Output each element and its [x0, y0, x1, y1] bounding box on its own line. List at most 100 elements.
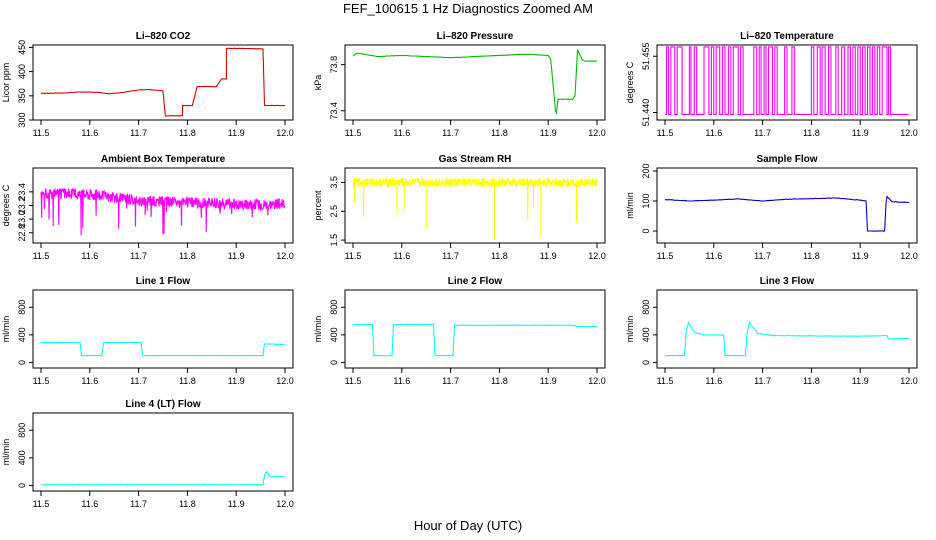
y-tick-label: 400 [329, 327, 339, 342]
y-tick-label: 0 [329, 360, 339, 365]
y-axis-label: degrees C [625, 61, 635, 103]
x-tick-label: 11.5 [657, 128, 674, 138]
y-tick-label: 73.4 [329, 102, 339, 120]
page-title: FEF_100615 1 Hz Diagnostics Zoomed AM [342, 1, 593, 16]
chart-title: Line 4 (LT) Flow [125, 399, 201, 410]
x-axis-label: Hour of Day (UTC) [413, 518, 523, 533]
x-tick-label: 11.7 [130, 128, 147, 138]
y-tick-label: 350 [17, 88, 27, 103]
x-tick-label: 11.9 [228, 376, 245, 386]
series-line [664, 320, 910, 357]
x-tick-label: 11.7 [754, 128, 771, 138]
x-tick-label: 11.8 [491, 251, 508, 261]
x-tick-label: 11.6 [393, 376, 410, 386]
chart-title: Ambient Box Temperature [101, 154, 226, 165]
y-tick-label: 1.5 [329, 234, 339, 247]
chart-panel-1: Li–820 CO2 Licor ppm 11.5 11.6 11.7 11.8 11.9 1… [1, 31, 294, 138]
x-tick-label: 11.5 [657, 251, 674, 261]
x-tick-label: 12.0 [900, 128, 918, 138]
chart-panel-8: Line 2 Flow ml/min 11.5 11.6 11.7 11.8 11.9 12.… [313, 276, 606, 386]
y-tick-label: 3.5 [329, 176, 339, 189]
x-tick-label: 11.9 [228, 499, 245, 509]
x-tick-label: 11.9 [540, 251, 557, 261]
y-tick-label: 400 [17, 327, 27, 342]
plot-frame [344, 167, 606, 244]
y-axis-label: kPa [313, 75, 323, 91]
x-tick-label: 11.5 [33, 128, 50, 138]
x-tick-label: 12.0 [900, 251, 918, 261]
y-tick-label: 400 [17, 450, 27, 465]
x-tick-label: 11.9 [852, 376, 869, 386]
x-tick-label: 11.8 [491, 128, 508, 138]
plot-frame [656, 167, 918, 244]
x-tick-label: 11.7 [130, 376, 147, 386]
x-tick-label: 11.9 [540, 128, 557, 138]
x-tick-label: 11.5 [33, 376, 50, 386]
chart-title: Line 2 Flow [448, 276, 503, 287]
x-tick-label: 11.6 [705, 128, 722, 138]
series-line [665, 46, 909, 115]
y-tick-label: 22.8 [17, 224, 27, 242]
plot-frame [344, 289, 606, 369]
x-tick-label: 11.8 [803, 376, 820, 386]
x-tick-label: 12.0 [276, 251, 294, 261]
series-line [353, 323, 598, 357]
x-tick-label: 11.8 [179, 251, 196, 261]
series-line [40, 47, 286, 117]
y-tick-label: 23.0 [17, 210, 27, 228]
chart-panel-10: Line 4 (LT) Flow ml/min 11.5 11.6 11.7 11.8 11… [1, 399, 294, 509]
chart-title: Li–820 Pressure [437, 31, 514, 42]
y-tick-label: 400 [17, 64, 27, 79]
chart-panel-5: Gas Stream RH percent 11.5 11.6 11.7 11.8 11.9… [313, 154, 606, 261]
series-line [40, 470, 285, 486]
x-tick-label: 11.6 [81, 128, 98, 138]
series-line [352, 176, 598, 241]
y-tick-label: 23.2 [17, 197, 27, 215]
chart-title: Li–820 Temperature [740, 31, 834, 42]
series-line [352, 49, 598, 116]
y-tick-label: 51.440 [641, 99, 651, 127]
chart-panel-3: Li–820 Temperature degrees C 11.5 11.6 11.7 1… [625, 31, 918, 138]
x-tick-label: 11.6 [705, 251, 722, 261]
plot-frame [32, 289, 294, 369]
y-axis-label: ml/min [625, 316, 635, 343]
x-tick-label: 11.5 [345, 128, 362, 138]
y-tick-label: 0 [17, 483, 27, 488]
x-tick-label: 11.7 [442, 376, 459, 386]
y-tick-label: 2.5 [329, 205, 339, 218]
plot-frame [32, 412, 294, 492]
x-tick-label: 11.5 [345, 251, 362, 261]
y-tick-label: 0 [17, 360, 27, 365]
y-tick-label: 51.455 [641, 42, 651, 70]
chart-panel-9: Line 3 Flow ml/min 11.5 11.6 11.7 11.8 11.9 12.… [625, 276, 918, 386]
chart-panel-6: Sample Flow ml/min 11.5 11.6 11.7 11.8 11.9 12.… [625, 154, 918, 261]
x-tick-label: 11.5 [345, 376, 362, 386]
chart-title: Line 3 Flow [760, 276, 815, 287]
x-tick-label: 11.6 [705, 376, 722, 386]
plot-frame [656, 44, 918, 121]
y-tick-label: 300 [17, 112, 27, 127]
x-tick-label: 11.6 [81, 376, 98, 386]
x-tick-label: 11.7 [754, 376, 771, 386]
x-tick-label: 11.6 [81, 499, 98, 509]
x-tick-label: 11.6 [393, 251, 410, 261]
x-tick-label: 11.7 [130, 251, 147, 261]
plot-frame [344, 44, 606, 121]
x-tick-label: 11.8 [179, 376, 196, 386]
x-tick-label: 11.8 [803, 251, 820, 261]
y-tick-label: 23.4 [17, 183, 27, 201]
series-line [40, 341, 286, 357]
y-axis-label: ml/min [1, 439, 11, 466]
chart-panel-2: Li–820 Pressure kPa 11.5 11.6 11.7 11.8 11.9 12… [313, 31, 606, 138]
x-tick-label: 11.8 [179, 499, 196, 509]
y-tick-label: 800 [329, 300, 339, 315]
x-tick-label: 12.0 [588, 376, 606, 386]
chart-title: Sample Flow [756, 154, 817, 165]
x-tick-label: 11.7 [130, 499, 147, 509]
y-axis-label: ml/min [625, 192, 635, 219]
x-tick-label: 11.7 [754, 251, 771, 261]
y-tick-label: 73.8 [329, 56, 339, 74]
x-tick-label: 12.0 [588, 128, 606, 138]
y-axis-label: Licor ppm [1, 63, 11, 103]
